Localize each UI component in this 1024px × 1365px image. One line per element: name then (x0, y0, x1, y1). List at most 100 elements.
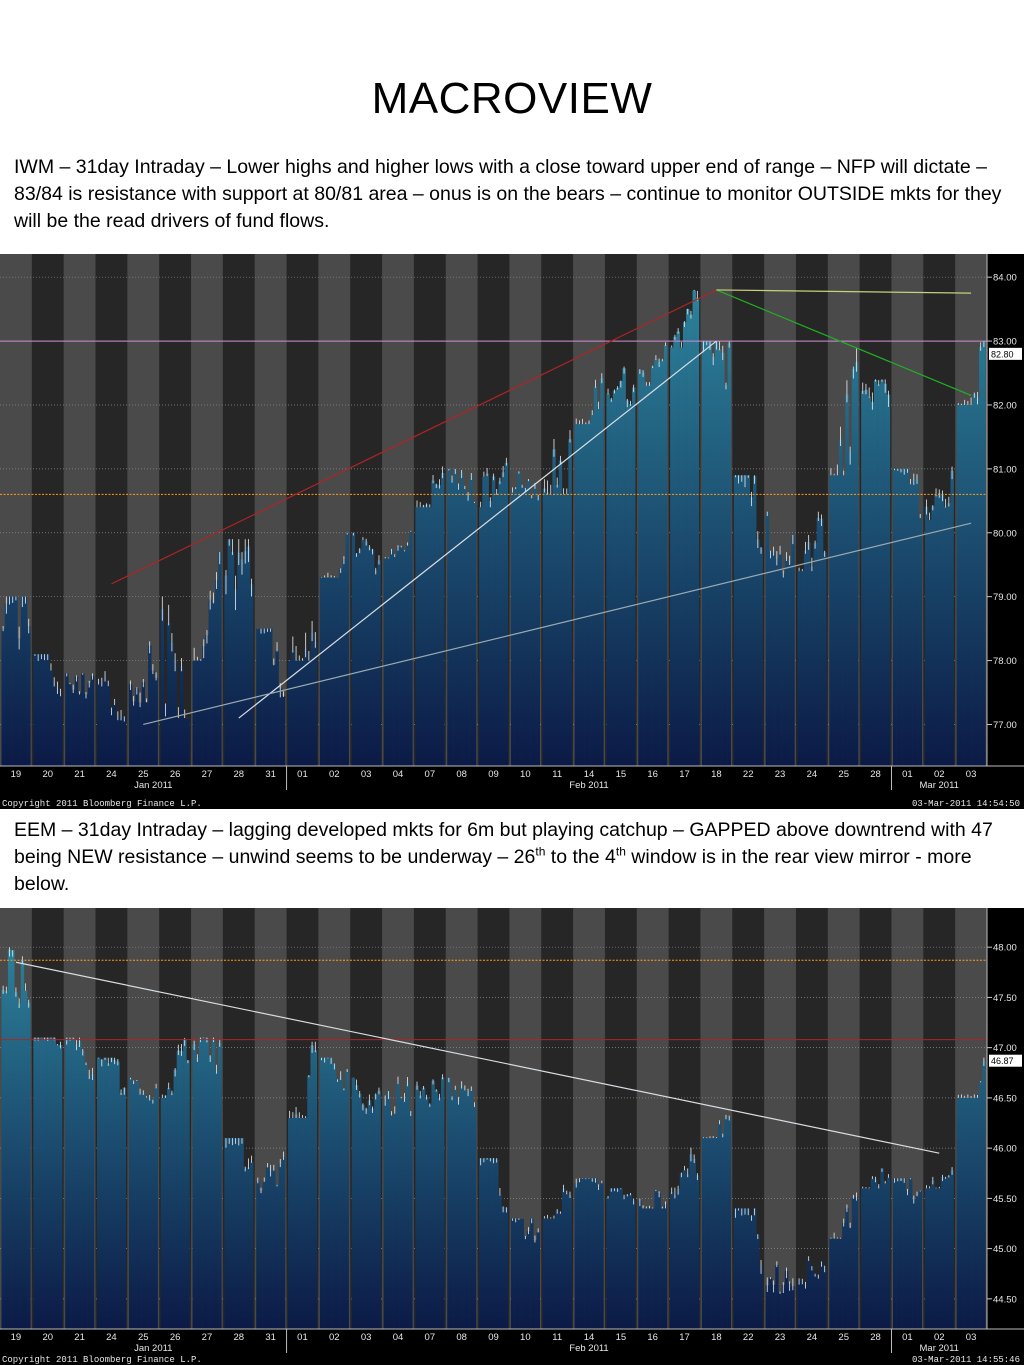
price-bar (724, 385, 728, 766)
price-bar (87, 682, 92, 766)
price-bar (453, 1089, 458, 1329)
price-bar (431, 1080, 435, 1329)
price-bar (230, 551, 235, 766)
price-bar (4, 603, 9, 766)
price-bar (940, 494, 945, 766)
price-bar (144, 702, 149, 766)
price-bar (469, 1089, 474, 1329)
price-bar (838, 1238, 843, 1329)
price-bar (33, 654, 37, 766)
price-bar (176, 1050, 181, 1329)
price-bar (151, 1100, 155, 1329)
last-price-label: 46.87 (991, 1056, 1014, 1066)
price-bar (218, 1042, 222, 1329)
x-tick-label: 27 (202, 769, 213, 780)
price-bar (55, 687, 60, 766)
price-bar (272, 1170, 276, 1329)
price-bar (463, 1089, 467, 1329)
price-bar (899, 1180, 903, 1329)
trend-line (716, 289, 972, 294)
price-bar (138, 702, 142, 766)
price-bar (55, 1044, 60, 1329)
price-bar (558, 1212, 563, 1329)
price-bar (491, 476, 496, 766)
price-bar (122, 1087, 127, 1329)
price-bar (606, 393, 610, 766)
price-bar (931, 506, 935, 766)
price-bar (558, 460, 563, 766)
price-bar (819, 1261, 824, 1329)
x-tick-label: 16 (647, 1332, 658, 1343)
price-bar (574, 1183, 579, 1329)
price-bar (71, 689, 75, 766)
price-bar (49, 1037, 53, 1329)
price-bar (300, 660, 305, 766)
price-bar (867, 1188, 871, 1329)
price-bar (861, 1188, 865, 1329)
price-bar (842, 475, 846, 766)
price-bar (265, 628, 270, 766)
price-bar (240, 1138, 244, 1329)
price-bar (425, 504, 429, 766)
y-tick-label: 47.50 (993, 993, 1017, 1004)
price-bar (886, 394, 891, 766)
price-bar (27, 626, 31, 766)
price-bar (695, 1175, 700, 1329)
day-stripe (63, 254, 97, 766)
price-bar (931, 1180, 935, 1329)
x-tick-label: 04 (393, 769, 404, 780)
y-tick-label: 82.00 (993, 400, 1017, 411)
month-label: Mar 2011 (920, 780, 959, 791)
price-bar (128, 684, 133, 766)
price-bar (905, 468, 910, 766)
price-bar (832, 475, 836, 766)
price-bar (447, 1077, 451, 1329)
price-bar (912, 479, 916, 766)
price-bar (816, 1276, 821, 1329)
price-bar (778, 1292, 782, 1329)
x-tick-label: 24 (106, 769, 117, 780)
y-tick-label: 83.00 (993, 337, 1017, 348)
price-bar (641, 1208, 645, 1329)
price-bar (119, 715, 123, 766)
price-bar (975, 397, 980, 766)
price-bar (74, 1044, 79, 1329)
price-bar (673, 1194, 677, 1329)
price-bar (342, 1088, 346, 1329)
price-bar (68, 1039, 72, 1329)
price-bar (759, 1266, 763, 1329)
price-bar (565, 494, 569, 766)
price-bar (128, 1077, 133, 1329)
price-bar (749, 497, 754, 766)
price-bar (482, 476, 486, 766)
price-bar (679, 1173, 684, 1329)
trend-line (716, 289, 972, 396)
price-bar (351, 1077, 356, 1329)
price-bar (829, 475, 833, 766)
price-bar (447, 468, 451, 766)
price-bar (523, 488, 528, 766)
price-bar (679, 347, 684, 766)
last-price-label: 82.80 (991, 349, 1014, 359)
price-bar (909, 1178, 913, 1329)
price-bar (835, 475, 840, 766)
price-bar (176, 718, 181, 766)
price-bar (561, 494, 566, 766)
x-tick-label: 03 (966, 769, 977, 780)
price-bar (810, 1266, 814, 1329)
price-bar (947, 503, 951, 766)
price-bar (797, 571, 801, 766)
price-bar (304, 648, 308, 766)
price-bar (259, 1191, 263, 1329)
price-bar (892, 1178, 897, 1329)
price-bar (163, 705, 168, 766)
price-bar (208, 599, 212, 766)
price-bar (606, 1197, 610, 1329)
price-bar (351, 532, 356, 766)
price-bar (294, 660, 298, 766)
price-bar (329, 577, 333, 766)
price-bar (915, 1195, 919, 1329)
price-bar (928, 1188, 932, 1329)
price-bar (393, 1112, 397, 1329)
y-tick-label: 44.50 (993, 1294, 1017, 1305)
